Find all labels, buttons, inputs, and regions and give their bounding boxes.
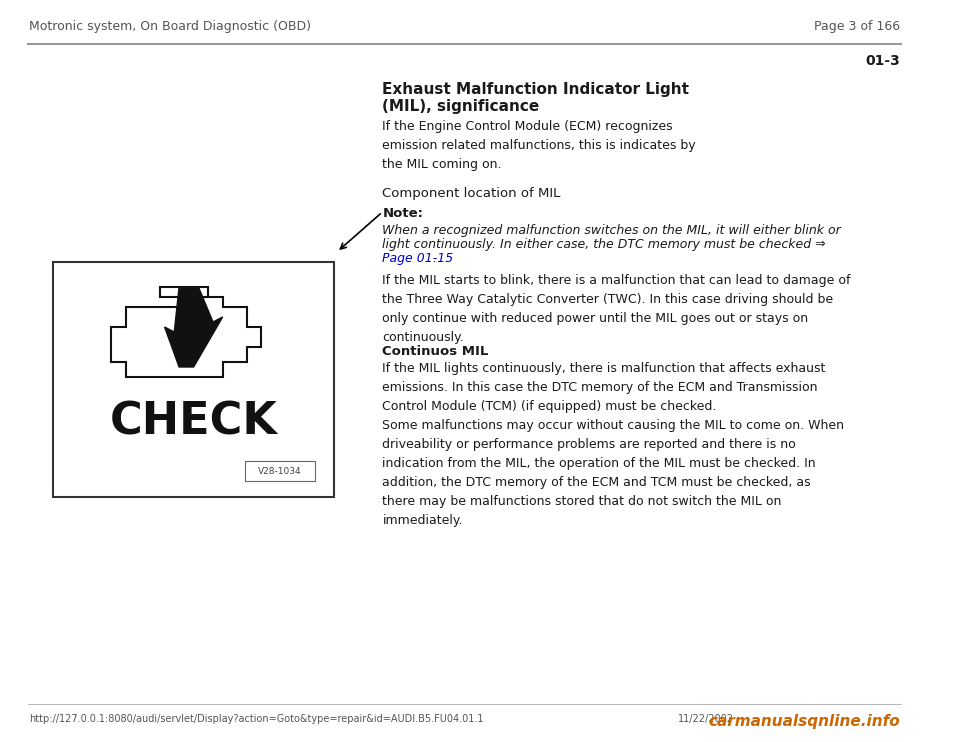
Text: Page 01-15: Page 01-15 <box>382 252 454 265</box>
Text: Some malfunctions may occur without causing the MIL to come on. When
driveabilit: Some malfunctions may occur without caus… <box>382 419 845 527</box>
Text: Component location of MIL: Component location of MIL <box>382 187 561 200</box>
Text: If the MIL lights continuously, there is malfunction that affects exhaust
emissi: If the MIL lights continuously, there is… <box>382 362 826 413</box>
Text: Exhaust Malfunction Indicator Light: Exhaust Malfunction Indicator Light <box>382 82 689 97</box>
Text: Continuos MIL: Continuos MIL <box>382 345 489 358</box>
Bar <box>53 262 334 497</box>
Text: Motronic system, On Board Diagnostic (OBD): Motronic system, On Board Diagnostic (OB… <box>29 20 311 33</box>
Polygon shape <box>111 297 261 377</box>
Polygon shape <box>159 287 208 297</box>
Text: 01-3: 01-3 <box>866 54 900 68</box>
Text: (MIL), significance: (MIL), significance <box>382 99 540 114</box>
Text: light continuously. In either case, the DTC memory must be checked ⇒: light continuously. In either case, the … <box>382 238 826 251</box>
FancyBboxPatch shape <box>245 461 315 481</box>
Text: .: . <box>429 252 437 265</box>
Text: Page 3 of 166: Page 3 of 166 <box>814 20 900 33</box>
Text: If the MIL starts to blink, there is a malfunction that can lead to damage of
th: If the MIL starts to blink, there is a m… <box>382 274 851 344</box>
Text: CHECK: CHECK <box>109 401 277 444</box>
Text: 11/22/2002: 11/22/2002 <box>678 714 733 724</box>
Text: Note:: Note: <box>382 207 423 220</box>
Text: V28-1034: V28-1034 <box>258 467 301 476</box>
Text: http://127.0.0.1:8080/audi/servlet/Display?action=Goto&type=repair&id=AUDI.B5.FU: http://127.0.0.1:8080/audi/servlet/Displ… <box>29 714 484 724</box>
Text: carmanualsqnline.info: carmanualsqnline.info <box>708 714 900 729</box>
Text: If the Engine Control Module (ECM) recognizes
emission related malfunctions, thi: If the Engine Control Module (ECM) recog… <box>382 120 696 171</box>
Polygon shape <box>164 287 223 367</box>
Text: When a recognized malfunction switches on the MIL, it will either blink or: When a recognized malfunction switches o… <box>382 224 841 237</box>
